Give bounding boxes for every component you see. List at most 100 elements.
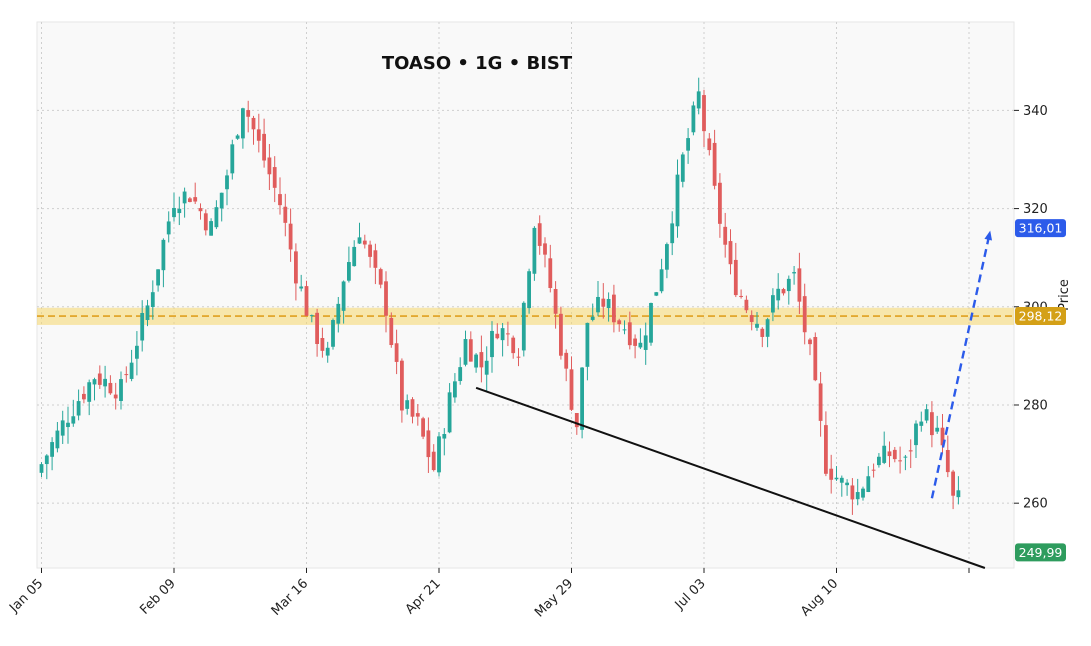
candle-body (145, 305, 150, 321)
candle-body (60, 420, 65, 436)
price-badge (1015, 307, 1066, 326)
price-badge-label: 298,12 (1019, 309, 1063, 324)
candle-body (241, 108, 245, 139)
candle-body (119, 379, 123, 401)
candle-body (315, 312, 319, 345)
projection-arrow-head (984, 230, 993, 241)
candle-body (468, 339, 473, 362)
candle-body (749, 315, 754, 322)
candle-body (633, 338, 637, 346)
candle-body (97, 373, 102, 385)
candle-body (267, 157, 272, 175)
candle-body (113, 394, 118, 399)
candle-body (188, 198, 192, 202)
candle-body (935, 427, 940, 432)
candle-body (209, 221, 213, 236)
candle-body (299, 286, 304, 289)
candle-body (760, 328, 765, 337)
candle-body (50, 442, 54, 457)
candle-body (156, 269, 160, 286)
y-axis: 260280300320340 (1014, 104, 1048, 512)
candle-body (352, 246, 357, 267)
y-tick-label: 320 (1023, 202, 1048, 217)
candle-body (230, 144, 235, 174)
candle-body (808, 339, 812, 345)
price-badge (1015, 543, 1066, 562)
candle-body (675, 174, 680, 227)
candle-body (516, 356, 521, 358)
candle-body (834, 477, 839, 480)
candle-body (71, 416, 76, 424)
candle-body (649, 302, 653, 343)
candle-body (580, 367, 584, 430)
x-tick-label: Jan 05 (6, 576, 46, 616)
candle-body (484, 360, 489, 375)
candle-body (670, 223, 675, 244)
candle-body (956, 490, 961, 498)
candle-body (495, 333, 500, 339)
candle-body (304, 286, 309, 316)
candle-body (288, 223, 293, 250)
candle-body (214, 207, 219, 228)
candle-body (824, 425, 828, 474)
candle-body (850, 485, 855, 500)
candle-body (103, 378, 107, 387)
candle-body (617, 320, 622, 325)
candle-body (914, 423, 918, 446)
candle-body (903, 456, 908, 458)
candle-body (776, 288, 781, 301)
candle-body (447, 392, 452, 433)
candle-body (718, 182, 722, 224)
candle-body (945, 450, 950, 473)
candle-body (543, 243, 547, 255)
candle-body (696, 91, 701, 109)
candle-body (426, 430, 431, 458)
candle-body (140, 312, 145, 341)
candle-body (564, 352, 569, 369)
candle-body (124, 374, 129, 376)
x-tick-label: Aug 10 (798, 576, 841, 619)
candle-body (389, 317, 394, 346)
candle-body (548, 258, 553, 289)
candle-body (786, 278, 791, 292)
candle-body (606, 298, 611, 309)
candles (39, 77, 961, 515)
candle-body (506, 333, 510, 335)
candle-body (320, 337, 325, 351)
candle-body (256, 129, 261, 141)
candle-body (453, 381, 457, 398)
candle-body (596, 296, 600, 313)
candle-body (177, 208, 182, 214)
candle-body (262, 133, 266, 161)
support-trendline (475, 386, 986, 569)
candle-body (225, 175, 229, 190)
candle-body (527, 271, 531, 309)
price-badge-label: 249,99 (1019, 545, 1063, 560)
candle-body (129, 362, 134, 379)
candle-body (251, 117, 256, 130)
candle-body (792, 272, 796, 274)
candle-body (707, 138, 712, 151)
candle-body (521, 302, 526, 351)
candle-body (235, 135, 240, 139)
candle-body (384, 281, 388, 316)
candle-body (161, 239, 166, 271)
candle-body (378, 269, 383, 285)
candle-body (882, 445, 887, 463)
candle-body (845, 482, 849, 486)
candle-body (855, 492, 860, 500)
candle-body (437, 436, 441, 473)
candle-body (182, 191, 187, 204)
candle-body (400, 360, 404, 411)
candle-body (702, 95, 706, 132)
candle-body (87, 382, 92, 402)
x-tick-label: May 29 (532, 576, 576, 620)
candle-body (892, 449, 897, 460)
candle-body (728, 241, 733, 265)
candle-body (278, 194, 282, 206)
candle-body (331, 320, 335, 347)
y-tick-label: 260 (1023, 497, 1048, 512)
candle-body (246, 110, 251, 117)
candle-body (569, 369, 574, 410)
